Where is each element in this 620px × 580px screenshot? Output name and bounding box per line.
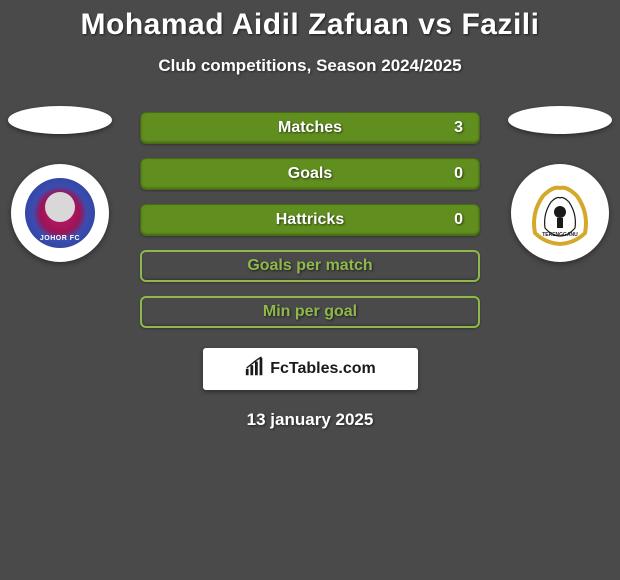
brand-text: FcTables.com	[270, 360, 376, 378]
stat-bar-goals: Goals 0	[140, 158, 480, 190]
stat-bar-min-per-goal: Min per goal	[140, 296, 480, 328]
stat-label: Min per goal	[263, 303, 357, 321]
stat-bar-hattricks: Hattricks 0	[140, 204, 480, 236]
stat-rows: Matches 3 Goals 0 Hattricks 0 Goals per match M…	[140, 106, 480, 328]
svg-text:TERENGGANU: TERENGGANU	[542, 232, 578, 238]
season-subtitle: Club competitions, Season 2024/2025	[0, 56, 620, 76]
player-left-column: JOHOR FC	[0, 106, 120, 262]
stat-value: 0	[454, 211, 463, 229]
stat-bar-goals-per-match: Goals per match	[140, 250, 480, 282]
comparison-panel: JOHOR FC TERENGGANU Matches3Goals0Hattri…	[0, 106, 620, 328]
stat-label: Goals	[288, 165, 332, 183]
stat-bar-matches: Matches 3	[140, 112, 480, 144]
player-right-avatar	[508, 106, 612, 134]
stat-label: Hattricks	[276, 211, 344, 229]
chart-icon	[244, 356, 266, 383]
johor-crest-label: JOHOR FC	[40, 235, 80, 242]
player-right-column: TERENGGANU	[500, 106, 620, 262]
player-left-avatar	[8, 106, 112, 134]
stat-label: Matches	[278, 119, 342, 137]
snapshot-date: 13 january 2025	[0, 410, 620, 430]
terengganu-crest-icon: TERENGGANU	[525, 178, 595, 248]
page-title: Mohamad Aidil Zafuan vs Fazili	[0, 0, 620, 42]
stat-value: 3	[454, 119, 463, 137]
club-badge-left: JOHOR FC	[11, 164, 109, 262]
club-badge-right: TERENGGANU	[511, 164, 609, 262]
stat-value: 0	[454, 165, 463, 183]
johor-crest-icon: JOHOR FC	[25, 178, 95, 248]
brand-logo-box: FcTables.com	[203, 348, 418, 390]
stat-label: Goals per match	[247, 257, 372, 275]
